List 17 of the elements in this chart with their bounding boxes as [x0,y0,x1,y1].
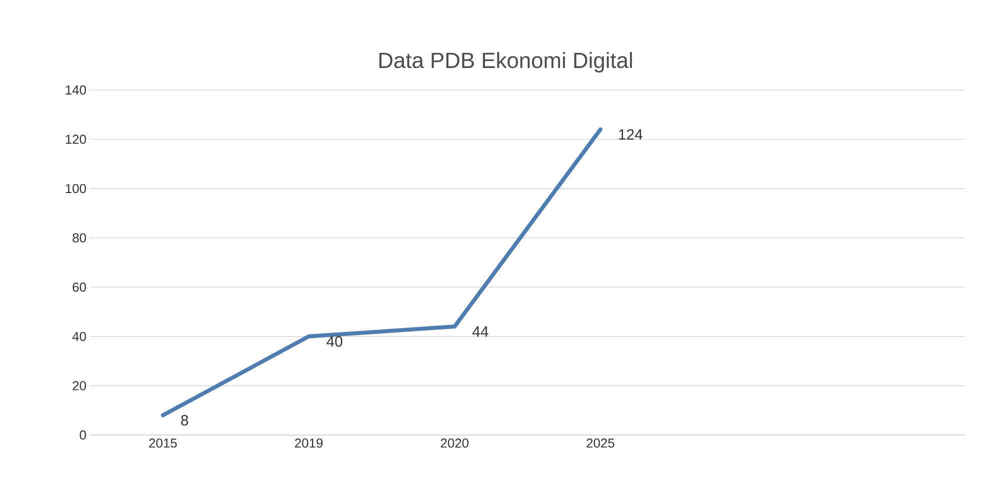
data-label: 44 [472,326,488,337]
data-label: 8 [181,414,188,426]
y-tick-label: 80 [72,233,86,242]
x-tick-label: 2025 [586,438,614,448]
y-tick-label: 120 [66,134,86,144]
y-tick-label: 140 [66,85,86,95]
y-tick-label: 0 [80,430,86,440]
x-tick-label: 2015 [149,438,177,448]
x-tick-label: 2019 [295,438,323,448]
y-tick-label: 20 [72,381,86,390]
y-tick-label: 60 [72,282,86,292]
data-label: 124 [619,129,642,140]
y-tick-label: 100 [66,184,86,194]
data-label: 40 [326,336,342,347]
chart-title: Data PDB Ekonomi Digital [379,52,632,72]
y-tick-label: 40 [72,332,86,341]
x-tick-label: 2020 [440,438,468,448]
